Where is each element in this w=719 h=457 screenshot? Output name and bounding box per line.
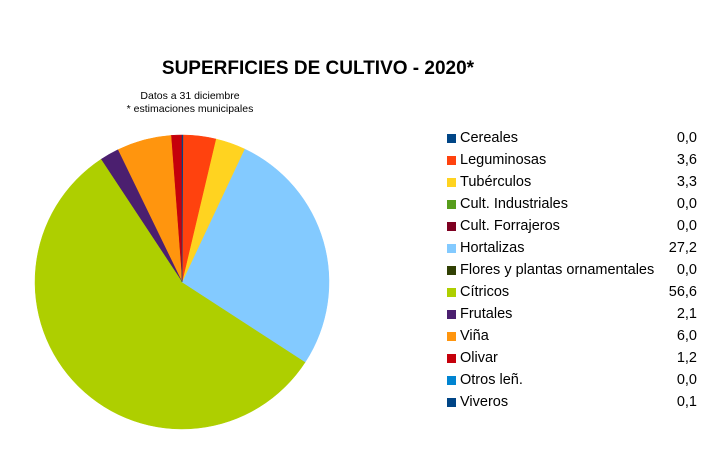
legend-swatch: [447, 156, 456, 165]
legend-value: 0,0: [676, 130, 697, 146]
legend-label: Flores y plantas ornamentales: [460, 262, 655, 278]
legend-swatch: [447, 222, 456, 231]
legend-value: 0,0: [676, 372, 697, 388]
legend-swatch: [447, 376, 456, 385]
legend-swatch: [447, 134, 456, 143]
legend-swatch: [447, 354, 456, 363]
pie-slice-citricos: [34, 158, 306, 430]
legend-label: Hortalizas: [460, 240, 525, 256]
legend-label: Tubérculos: [460, 174, 532, 190]
legend-value: 0,0: [676, 262, 697, 278]
chart-subtitle: Datos a 31 diciembre * estimaciones muni…: [120, 90, 260, 116]
legend-item-cult-industriales: Cult. Industriales 0,0: [445, 193, 705, 215]
legend-value: 3,3: [676, 174, 697, 190]
legend-label: Frutales: [460, 306, 513, 322]
legend-label: Cult. Forrajeros: [460, 218, 560, 234]
legend: Cereales 0,0 Leguminosas 3,6 Tubérculos 3,3 Cu…: [445, 127, 705, 413]
legend-swatch: [447, 310, 456, 319]
legend-label: Cereales: [460, 130, 519, 146]
legend-item-tuberculos: Tubérculos 3,3: [445, 171, 705, 193]
legend-swatch: [447, 178, 456, 187]
legend-item-leguminosas: Leguminosas 3,6: [445, 149, 705, 171]
legend-item-flores-y-plantas-ornamentales: Flores y plantas ornamentales 0,0: [445, 259, 705, 281]
legend-value: 0,0: [676, 196, 697, 212]
legend-value: 2,1: [676, 306, 697, 322]
pie-slice-viveros: [181, 134, 184, 283]
legend-label: Olivar: [460, 350, 498, 366]
legend-swatch: [447, 398, 456, 407]
legend-label: Cítricos: [460, 284, 510, 300]
pie-slice-hortalizas: [181, 148, 330, 363]
legend-label: Viña: [460, 328, 489, 344]
legend-item-viveros: Viveros 0,1: [445, 391, 705, 413]
legend-swatch: [447, 200, 456, 209]
legend-item-frutales: Frutales 2,1: [445, 303, 705, 325]
legend-swatch: [447, 266, 456, 275]
legend-value: 3,6: [676, 152, 697, 168]
legend-item-cereales: Cereales 0,0: [445, 127, 705, 149]
legend-item-hortalizas: Hortalizas 27,2: [445, 237, 705, 259]
subtitle-line-note: * estimaciones municipales: [126, 103, 254, 115]
legend-item-citricos: Cítricos 56,6: [445, 281, 705, 303]
legend-item-otros-len: Otros leñ. 0,0: [445, 369, 705, 391]
legend-label: Cult. Industriales: [460, 196, 568, 212]
chart-title: SUPERFICIES DE CULTIVO - 2020*: [161, 58, 475, 79]
legend-value: 27,2: [668, 240, 697, 256]
subtitle-line-date: Datos a 31 diciembre: [140, 90, 240, 102]
legend-item-cult-forrajeros: Cult. Forrajeros 0,0: [445, 215, 705, 237]
legend-label: Leguminosas: [460, 152, 547, 168]
legend-swatch: [447, 332, 456, 341]
legend-value: 0,0: [676, 218, 697, 234]
legend-label: Otros leñ.: [460, 372, 523, 388]
legend-value: 6,0: [676, 328, 697, 344]
legend-swatch: [447, 244, 456, 253]
legend-value: 0,1: [676, 394, 697, 410]
legend-swatch: [447, 288, 456, 297]
legend-item-vina: Viña 6,0: [445, 325, 705, 347]
legend-value: 1,2: [676, 350, 697, 366]
legend-value: 56,6: [668, 284, 697, 300]
legend-item-olivar: Olivar 1,2: [445, 347, 705, 369]
legend-label: Viveros: [460, 394, 509, 410]
